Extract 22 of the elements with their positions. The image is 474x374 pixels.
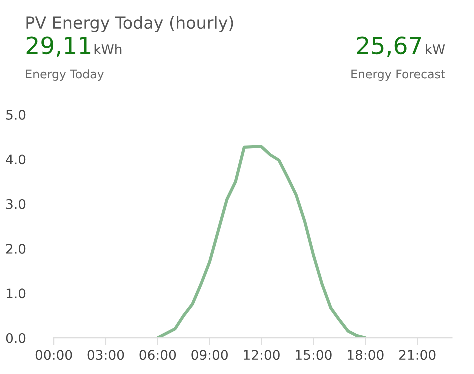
x-tick-label: 21:00 bbox=[400, 350, 436, 360]
x-tick-label: 00:00 bbox=[36, 350, 72, 360]
text: Energy Today bbox=[26, 70, 104, 81]
y-tick-label: 2.0 bbox=[6, 244, 26, 254]
chart-title: PV Energy Today (hourly) bbox=[26, 16, 234, 32]
y-tick-label: 0.0 bbox=[6, 333, 26, 344]
text: 25,67 bbox=[357, 36, 422, 57]
x-tick-label: 03:00 bbox=[88, 350, 124, 360]
x-tick-label: 12:00 bbox=[244, 350, 280, 360]
text: kW bbox=[426, 44, 446, 54]
text: Energy Forecast bbox=[352, 70, 446, 81]
y-tick-label: 3.0 bbox=[6, 199, 26, 210]
text: kWh bbox=[94, 44, 122, 54]
x-tick-label: 06:00 bbox=[140, 350, 176, 360]
y-tick-label: 1.0 bbox=[6, 288, 26, 299]
y-tick-label: 5.0 bbox=[6, 110, 26, 120]
x-tick-label: 15:00 bbox=[296, 350, 332, 360]
x-tick-label: 09:00 bbox=[192, 350, 228, 360]
line-series bbox=[156, 145, 368, 338]
text: 29,11 bbox=[26, 36, 91, 57]
x-tick-label: 18:00 bbox=[348, 350, 384, 360]
y-tick-label: 4.0 bbox=[6, 154, 26, 165]
